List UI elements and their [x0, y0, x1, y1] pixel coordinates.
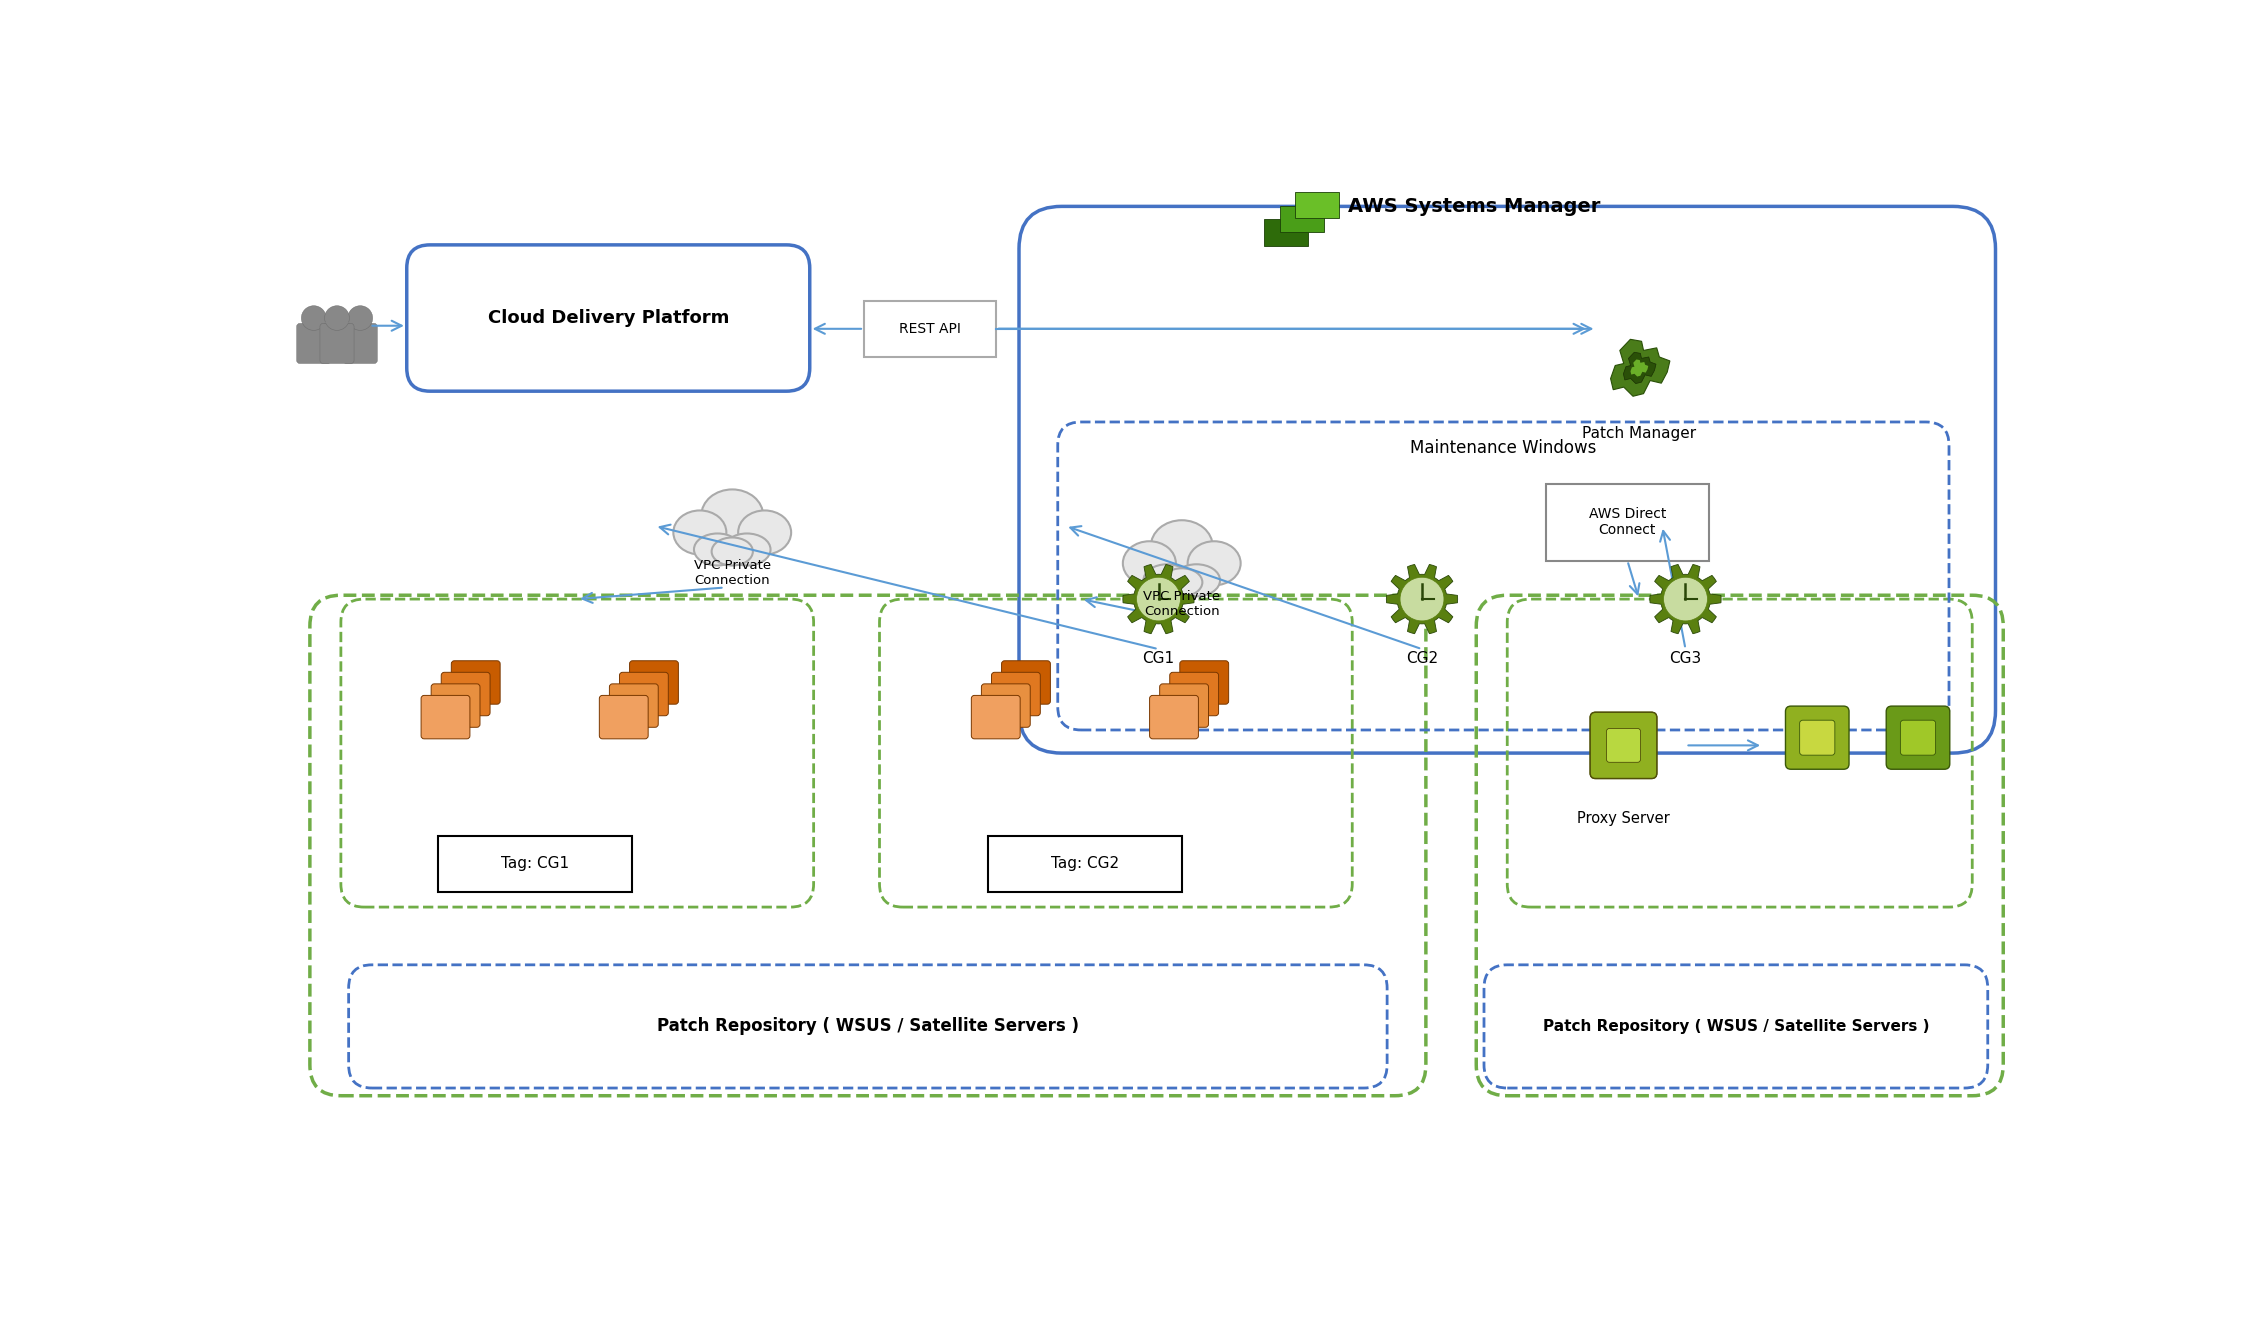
Text: VPC Private
Connection: VPC Private Connection [1142, 590, 1219, 617]
Polygon shape [1649, 564, 1721, 633]
Ellipse shape [713, 538, 753, 566]
Bar [864, 301, 995, 357]
Text: Patch Repository ( WSUS / Satellite Servers ): Patch Repository ( WSUS / Satellite Serv… [656, 1018, 1079, 1035]
FancyBboxPatch shape [1264, 219, 1307, 246]
Bar [439, 837, 631, 891]
Ellipse shape [724, 534, 771, 566]
Text: REST API: REST API [898, 321, 961, 336]
FancyBboxPatch shape [1606, 728, 1640, 763]
Text: Maintenance Windows: Maintenance Windows [1409, 439, 1597, 457]
Bar [1545, 484, 1708, 561]
Ellipse shape [1145, 564, 1190, 596]
Ellipse shape [1160, 568, 1203, 596]
Ellipse shape [1151, 521, 1212, 572]
FancyBboxPatch shape [344, 324, 378, 364]
FancyBboxPatch shape [620, 673, 667, 715]
Circle shape [1136, 578, 1181, 621]
Text: AWS Systems Manager: AWS Systems Manager [1348, 197, 1601, 215]
Text: Proxy Server: Proxy Server [1577, 810, 1669, 826]
Polygon shape [1631, 360, 1649, 377]
FancyBboxPatch shape [296, 324, 330, 364]
FancyBboxPatch shape [1785, 706, 1848, 769]
FancyBboxPatch shape [991, 673, 1041, 715]
FancyBboxPatch shape [452, 661, 500, 705]
FancyBboxPatch shape [982, 683, 1029, 727]
FancyBboxPatch shape [1169, 673, 1219, 715]
FancyBboxPatch shape [1900, 720, 1936, 755]
Polygon shape [1611, 340, 1669, 397]
FancyBboxPatch shape [1181, 661, 1228, 705]
Polygon shape [1387, 564, 1457, 633]
Ellipse shape [694, 534, 742, 566]
FancyBboxPatch shape [1296, 192, 1339, 218]
FancyBboxPatch shape [599, 695, 649, 739]
Circle shape [301, 305, 326, 330]
Text: CG1: CG1 [1142, 652, 1174, 666]
Polygon shape [1624, 352, 1656, 383]
Circle shape [1663, 578, 1708, 621]
FancyBboxPatch shape [1590, 713, 1656, 779]
Circle shape [348, 305, 373, 330]
Text: CG2: CG2 [1407, 652, 1439, 666]
Ellipse shape [737, 510, 792, 554]
FancyBboxPatch shape [1590, 713, 1656, 779]
Ellipse shape [1188, 541, 1240, 586]
FancyBboxPatch shape [970, 695, 1020, 739]
Text: Tag: CG1: Tag: CG1 [500, 857, 568, 871]
Text: AWS Direct
Connect: AWS Direct Connect [1588, 506, 1667, 537]
Text: Patch Manager: Patch Manager [1581, 426, 1696, 440]
Bar [988, 837, 1181, 891]
FancyBboxPatch shape [1149, 695, 1199, 739]
FancyBboxPatch shape [608, 683, 658, 727]
Text: VPC Private
Connection: VPC Private Connection [694, 559, 771, 587]
FancyBboxPatch shape [319, 324, 355, 364]
Ellipse shape [1122, 541, 1176, 586]
FancyBboxPatch shape [441, 673, 491, 715]
FancyBboxPatch shape [629, 661, 679, 705]
Text: CG3: CG3 [1669, 652, 1701, 666]
FancyBboxPatch shape [1801, 720, 1834, 755]
FancyBboxPatch shape [432, 683, 480, 727]
FancyBboxPatch shape [1002, 661, 1050, 705]
Polygon shape [1122, 564, 1194, 633]
Text: Patch Repository ( WSUS / Satellite Servers ): Patch Repository ( WSUS / Satellite Serv… [1543, 1019, 1929, 1034]
Text: Cloud Delivery Platform: Cloud Delivery Platform [489, 309, 728, 327]
FancyBboxPatch shape [1606, 728, 1640, 763]
FancyBboxPatch shape [1160, 683, 1208, 727]
FancyBboxPatch shape [1887, 706, 1950, 769]
Circle shape [326, 305, 348, 330]
FancyBboxPatch shape [421, 695, 470, 739]
Ellipse shape [1174, 564, 1219, 596]
Circle shape [1400, 578, 1443, 621]
Text: Tag: CG2: Tag: CG2 [1052, 857, 1120, 871]
Ellipse shape [674, 510, 726, 554]
FancyBboxPatch shape [1280, 206, 1323, 231]
Ellipse shape [701, 489, 762, 542]
